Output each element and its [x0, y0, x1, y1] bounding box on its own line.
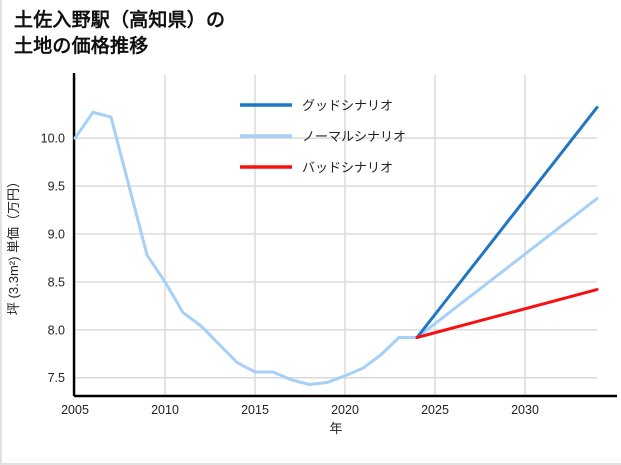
x-tick-label: 2020 [331, 403, 359, 417]
legend-label: ノーマルシナリオ [302, 129, 406, 144]
y-tick-label: 9.5 [48, 180, 65, 194]
y-tick-label: 8.5 [48, 275, 65, 289]
y-tick-label: 9.0 [48, 227, 65, 241]
legend-label: バッドシナリオ [302, 160, 393, 175]
series-line [73, 110, 599, 386]
series-line [415, 105, 599, 339]
x-tick-label: 2005 [61, 403, 89, 417]
y-tick-label: 7.5 [48, 371, 65, 385]
y-tick-labels-group: 7.5 8.0 8.5 9.0 9.5 10.0 [41, 132, 65, 386]
x-tick-labels-group: 2005 2010 2015 2020 2025 2030 [61, 403, 539, 417]
left-border [0, 0, 2, 465]
legend-label: グッドシナリオ [302, 98, 393, 113]
x-tick-label: 2015 [241, 403, 269, 417]
y-axis-title: 坪 (3.3m²) 単価（万円） [6, 175, 21, 315]
series-line [415, 288, 599, 339]
data-series-group [73, 105, 599, 386]
x-axis-title: 年 [329, 421, 342, 436]
gridlines-group [74, 75, 597, 395]
axis-lines-group [72, 73, 617, 398]
page-title: 土佐入野駅（高知県）の 土地の価格推移 [14, 10, 226, 57]
y-tick-label: 8.0 [48, 323, 65, 337]
bottom-border [0, 463, 621, 465]
x-tick-label: 2030 [511, 403, 539, 417]
y-tick-label: 10.0 [41, 132, 65, 146]
x-tick-label: 2010 [151, 403, 179, 417]
x-tick-label: 2025 [421, 403, 449, 417]
